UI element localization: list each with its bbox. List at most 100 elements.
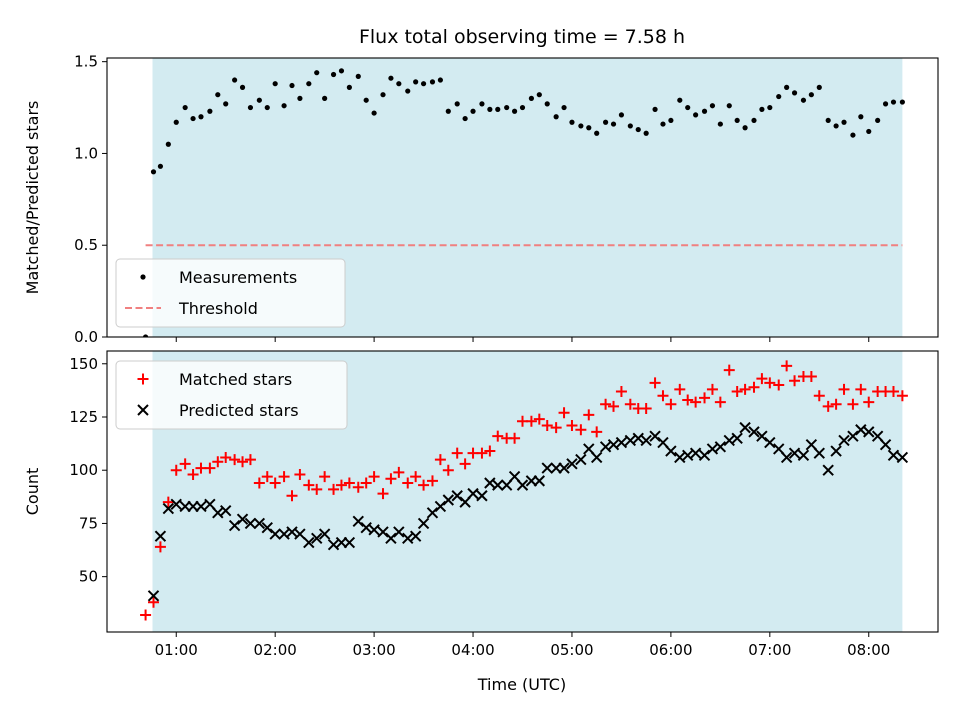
legend-entry: Measurements <box>179 268 297 287</box>
data-point <box>476 490 488 502</box>
data-point <box>363 97 369 103</box>
data-point <box>393 526 405 538</box>
data-point <box>591 426 603 438</box>
y-axis-label: Matched/Predicted stars <box>23 101 42 295</box>
data-point <box>236 513 249 525</box>
data-point <box>380 92 386 98</box>
data-point <box>281 103 287 109</box>
data-point <box>781 360 793 372</box>
data-point <box>640 434 652 447</box>
data-point <box>303 536 315 549</box>
data-point <box>855 424 867 436</box>
data-point <box>516 479 529 491</box>
data-point <box>714 396 726 408</box>
data-point <box>816 84 822 90</box>
data-point <box>322 95 328 101</box>
data-point <box>890 99 897 105</box>
data-point <box>215 92 221 98</box>
data-point <box>352 481 364 493</box>
data-point <box>805 371 817 383</box>
y-tick-label: 125 <box>69 408 98 426</box>
data-point <box>657 390 669 402</box>
data-point <box>451 490 463 502</box>
y-tick-label: 0.5 <box>74 236 98 254</box>
data-point <box>294 528 306 540</box>
bottom_panel-frame <box>106 350 939 633</box>
data-point <box>561 104 567 111</box>
data-point <box>624 434 637 447</box>
data-point <box>454 101 460 107</box>
data-point <box>665 445 677 457</box>
data-point <box>264 104 270 111</box>
data-point <box>583 409 595 421</box>
data-point <box>706 443 719 455</box>
data-point <box>484 477 496 489</box>
data-point <box>286 526 298 538</box>
data-point <box>682 449 694 462</box>
data-point <box>269 528 281 540</box>
data-point <box>649 377 661 389</box>
data-point <box>442 494 455 506</box>
x-tick-label: 01:00 <box>155 641 198 659</box>
data-point <box>368 524 380 536</box>
data-point <box>385 473 397 485</box>
data-point <box>253 517 266 530</box>
data-point <box>385 532 397 545</box>
data-point <box>615 385 627 397</box>
data-point <box>303 479 315 491</box>
data-point <box>229 454 241 466</box>
data-point <box>195 500 207 513</box>
x-tick-label: 04:00 <box>451 641 494 659</box>
data-point <box>228 519 241 532</box>
data-point <box>467 487 479 500</box>
data-point <box>599 441 612 453</box>
data-point <box>437 77 443 83</box>
data-point <box>343 536 356 549</box>
data-point <box>689 447 702 459</box>
data-point <box>352 515 364 528</box>
data-point <box>615 436 628 449</box>
data-point <box>789 375 801 387</box>
data-point <box>660 121 666 127</box>
data-point <box>476 447 488 459</box>
data-point <box>887 449 900 462</box>
data-point <box>791 90 798 96</box>
top_panel-frame <box>106 57 939 338</box>
data-point <box>731 432 743 444</box>
data-point <box>519 104 526 111</box>
legend-marker <box>137 404 149 416</box>
data-point <box>297 95 303 101</box>
data-point <box>627 123 633 129</box>
data-point <box>179 458 191 470</box>
data-point <box>237 456 249 468</box>
data-point <box>739 421 751 434</box>
data-point <box>776 93 782 100</box>
data-point <box>278 528 290 540</box>
data-point <box>734 117 740 124</box>
data-point <box>418 479 430 491</box>
data-point <box>533 413 545 425</box>
data-point <box>377 526 389 538</box>
data-point <box>170 464 182 476</box>
data-point <box>269 477 281 489</box>
data-point <box>773 379 785 391</box>
data-point <box>723 434 735 447</box>
y-tick-label: 1.0 <box>74 144 98 162</box>
data-point <box>388 75 394 81</box>
data-point <box>541 462 553 474</box>
bottom_panel-plot-area <box>140 360 909 621</box>
data-point <box>838 434 850 447</box>
data-point <box>198 114 204 120</box>
data-point <box>709 103 716 109</box>
chart-title: Flux total observing time = 7.58 h <box>359 26 685 48</box>
data-point <box>495 106 501 112</box>
data-point <box>586 125 592 131</box>
data-point <box>649 430 661 442</box>
data-point <box>699 392 711 404</box>
data-point <box>594 130 600 136</box>
y-tick-label: 100 <box>69 461 98 479</box>
data-point <box>462 115 468 122</box>
data-point <box>756 373 768 385</box>
data-point <box>764 377 776 389</box>
data-point <box>896 390 908 402</box>
